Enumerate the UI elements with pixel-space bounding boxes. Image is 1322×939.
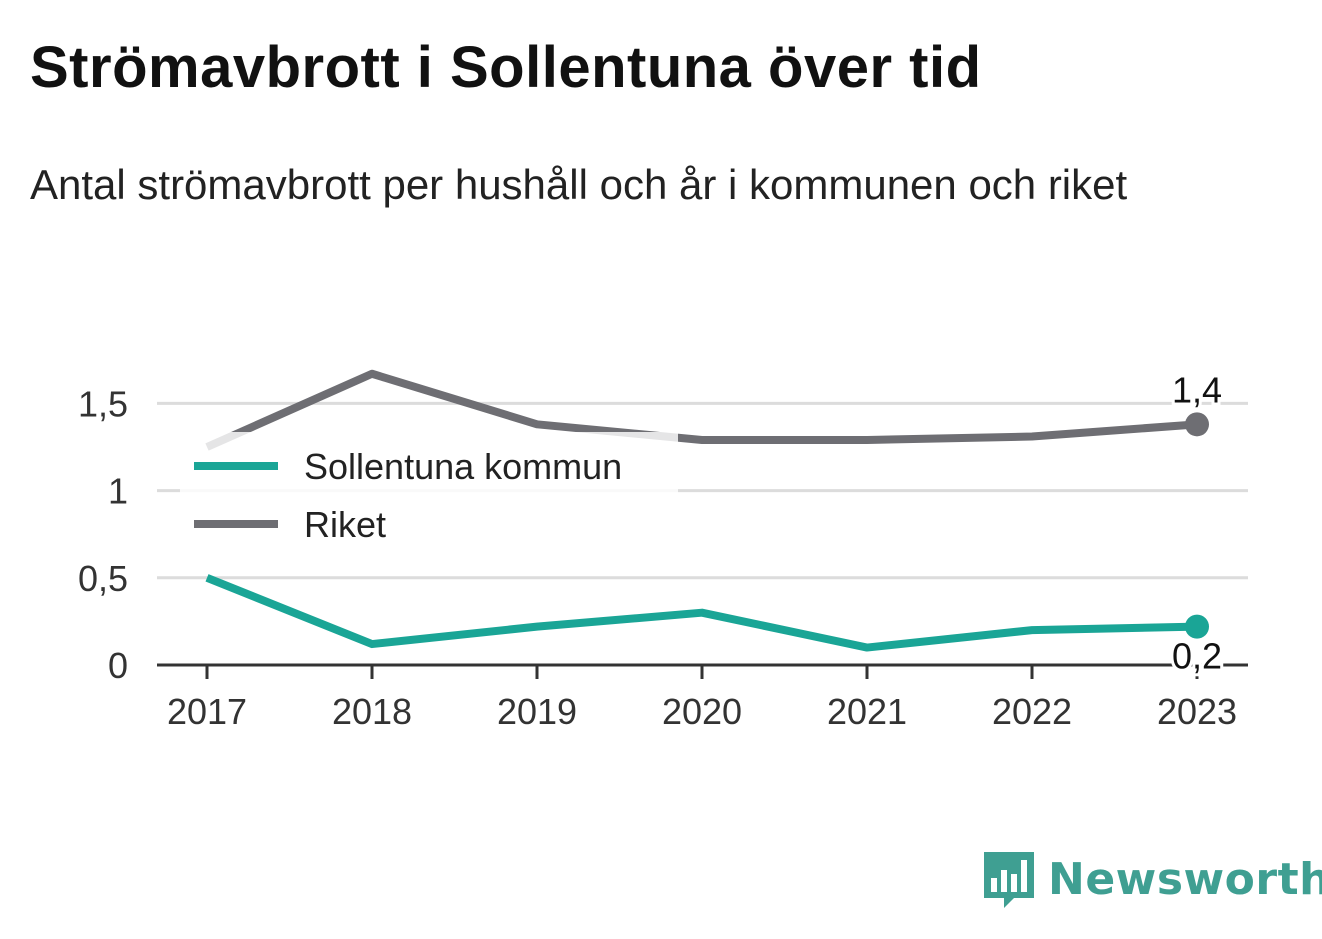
end-value-label: 1,4	[1172, 369, 1222, 410]
chart-subtitle: Antal strömavbrott per hushåll och år i …	[30, 161, 1128, 208]
x-tick-label: 2021	[827, 691, 907, 732]
y-tick-label: 1	[108, 471, 128, 512]
x-tick-label: 2018	[332, 691, 412, 732]
x-tick-label: 2019	[497, 691, 577, 732]
chart-title: Strömavbrott i Sollentuna över tid	[30, 35, 982, 100]
series-line-riket	[205, 369, 1198, 451]
brand-name: Newsworthy	[1048, 853, 1322, 905]
y-tick-label: 0,5	[78, 558, 128, 599]
y-tick-label: 1,5	[78, 383, 128, 424]
series-end-point	[1185, 412, 1209, 437]
x-tick-label: 2022	[992, 691, 1072, 732]
x-tick-label: 2023	[1157, 691, 1237, 732]
legend-label: Riket	[304, 504, 386, 545]
legend-label: Sollentuna kommun	[304, 446, 622, 487]
bar-chart-speech-bubble-icon	[984, 852, 1034, 908]
series-line-sollentuna	[205, 574, 1198, 652]
series-end-point	[1185, 614, 1209, 639]
end-value-label: 0,2	[1172, 636, 1222, 677]
legend-background	[180, 432, 678, 554]
x-tick-label: 2017	[167, 691, 247, 732]
brand-logo: Newsworthy	[980, 848, 1322, 910]
x-tick-label: 2020	[662, 691, 742, 732]
y-tick-label: 0	[108, 645, 128, 686]
